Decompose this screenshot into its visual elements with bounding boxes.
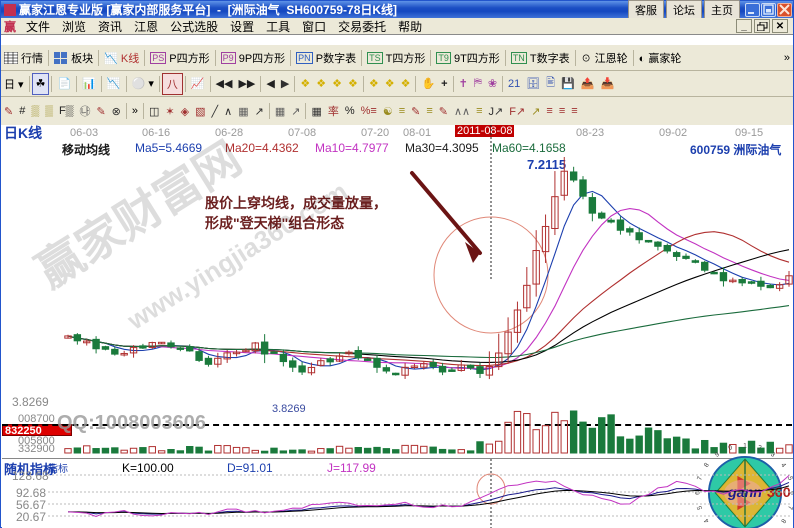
- svg-text:1: 1: [743, 442, 747, 449]
